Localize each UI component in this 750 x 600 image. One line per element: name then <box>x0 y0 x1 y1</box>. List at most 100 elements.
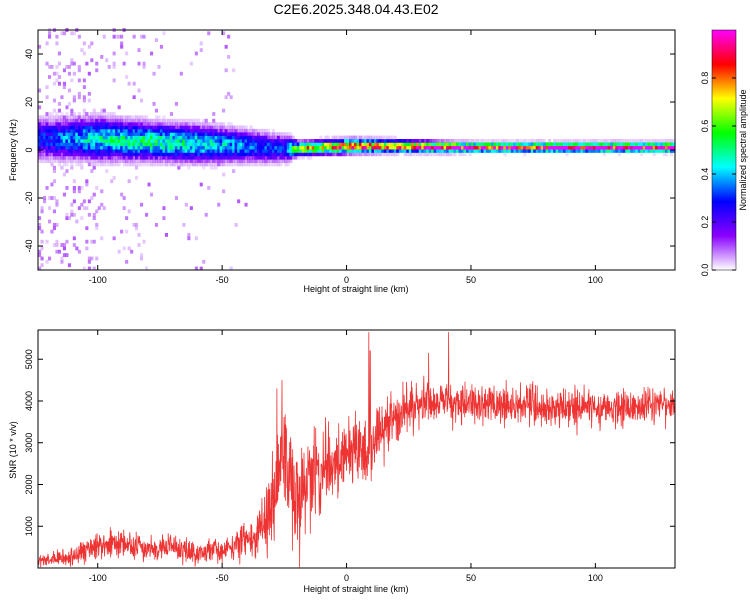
spectrogram-cell <box>366 139 370 143</box>
spectrogram-cell <box>393 152 397 157</box>
spectrogram-cell <box>533 142 537 147</box>
spectrogram-cell <box>269 135 273 140</box>
spectrogram-cell <box>117 34 121 39</box>
snr-series <box>37 332 676 568</box>
spectrogram-cell <box>38 142 42 147</box>
spectrogram-cell <box>222 108 226 113</box>
spectrogram-cell <box>219 149 223 153</box>
spectrogram-cell <box>147 122 151 126</box>
spectrogram-cell <box>80 155 84 160</box>
spectrogram-cell <box>284 152 288 157</box>
spectrogram-cell <box>344 139 348 143</box>
spectrogram-cell <box>386 149 390 153</box>
spectrogram-cell <box>100 162 104 167</box>
spectrogram-cell <box>154 122 158 126</box>
spectrogram-cell <box>67 216 71 220</box>
spectrogram-cell <box>130 122 134 126</box>
spectrogram-cell <box>620 149 624 153</box>
spectrogram-cell <box>140 34 144 39</box>
spectrogram-cell <box>620 139 624 143</box>
spectrogram-cell <box>244 142 248 147</box>
spectrogram-cell <box>130 159 134 163</box>
spectrogram-cell <box>142 132 146 136</box>
spectrogram-cell <box>60 139 64 143</box>
spectrogram-cell <box>214 159 218 163</box>
spectrogram-cell <box>441 149 445 153</box>
spectrogram-cell <box>647 149 651 153</box>
spectrogram-cell <box>112 118 116 123</box>
spectrogram-cell <box>222 189 226 194</box>
spectrogram-cell <box>433 149 437 153</box>
spectrogram-cell <box>72 112 76 116</box>
spectrogram-cell <box>62 172 66 177</box>
spectrogram-cell <box>227 159 231 163</box>
spectrogram-cell <box>112 175 116 180</box>
spectrogram-cell <box>645 149 649 153</box>
spectrogram-cell <box>565 152 569 157</box>
spectrogram-cell <box>130 115 134 120</box>
spectrogram-cell <box>125 115 129 120</box>
spectrogram-cell <box>212 128 216 133</box>
spectrogram-cell <box>229 125 233 130</box>
spectrogram-cell <box>125 132 129 136</box>
spectrogram-cell <box>174 122 178 126</box>
spectrogram-cell <box>82 128 86 133</box>
spectrogram-cell <box>82 159 86 163</box>
spectrogram-cell <box>587 142 591 147</box>
spectrogram-cell <box>67 149 71 153</box>
spectrogram-cell <box>92 142 96 147</box>
spectrogram-cell <box>209 152 213 157</box>
spectrogram-cell <box>329 139 333 143</box>
spectrogram-cell <box>468 152 472 157</box>
spectrogram-cell <box>50 115 54 120</box>
snr-y-tick-label: 2000 <box>24 474 34 494</box>
spectrogram-cell <box>281 139 285 143</box>
spectrogram-cell <box>627 145 631 150</box>
spectrogram-cell <box>426 145 430 150</box>
spectrogram-cell <box>48 206 52 210</box>
spectrogram-cell <box>239 128 243 133</box>
spectrogram-cell <box>217 142 221 147</box>
spectrogram-cell <box>306 145 310 150</box>
spectrogram-cell <box>406 149 410 153</box>
spectrogram-cell <box>406 145 410 150</box>
spectrogram-cell <box>142 128 146 133</box>
spectrogram-cell <box>40 239 44 244</box>
spectrogram-cell <box>130 149 134 153</box>
spectrogram-cell <box>48 125 52 130</box>
spectrogram-cell <box>140 149 144 153</box>
spectrogram-cell <box>82 112 86 116</box>
spectrogram-cell <box>142 139 146 143</box>
spectrogram-cell <box>169 162 173 167</box>
spectrogram-cell <box>448 152 452 157</box>
spectrogram-cell <box>140 152 144 157</box>
spectrogram-cell <box>257 139 261 143</box>
spectrogram-cell <box>242 159 246 163</box>
spectrogram-cell <box>630 139 634 143</box>
spectrogram-cell <box>428 149 432 153</box>
spectrogram-cell <box>224 152 228 157</box>
spectrogram-cell <box>70 145 74 150</box>
spectrogram-cell <box>157 149 161 153</box>
spectrogram-cell <box>207 139 211 143</box>
spectrogram-cell <box>85 135 89 140</box>
spectrogram-cell <box>90 152 94 157</box>
spectrogram-cell <box>140 98 144 103</box>
spectrogram-cell <box>652 149 656 153</box>
spectrogram-cell <box>428 152 432 157</box>
spectrogram-cell <box>135 165 139 170</box>
spectrogram-cell <box>441 145 445 150</box>
spectrogram-cell <box>40 209 44 214</box>
spectrogram-cell <box>87 71 91 76</box>
spectrogram-cell <box>85 112 89 116</box>
spectrogram-cell <box>568 142 572 147</box>
spectrogram-cell <box>48 112 52 116</box>
spectrogram-cell <box>578 142 582 147</box>
spectrogram-cell <box>127 115 131 120</box>
spectrogram-cell <box>55 139 59 143</box>
spectrogram-cell <box>92 212 96 217</box>
spectrogram-cell <box>548 139 552 143</box>
spectrogram-cell <box>378 142 382 147</box>
spectrogram-cell <box>169 125 173 130</box>
spectrogram-cell <box>199 266 203 271</box>
